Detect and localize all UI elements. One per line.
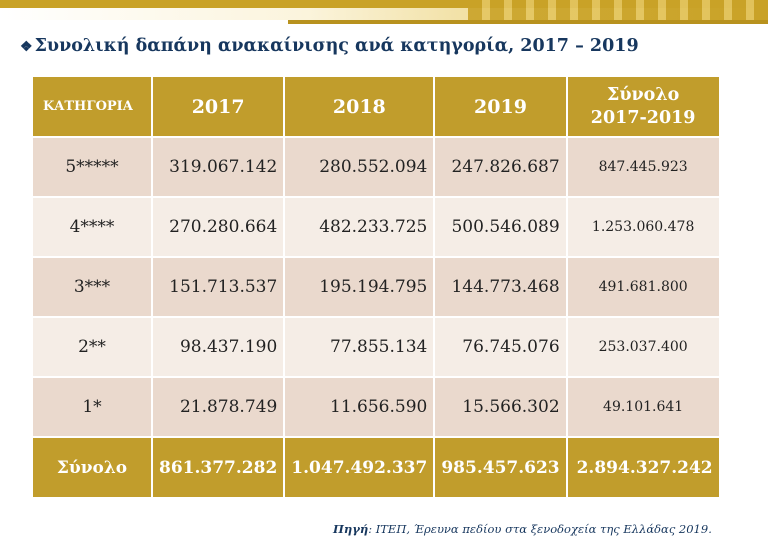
header-total-line1: Σύνολο bbox=[607, 84, 680, 105]
source-label: Πηγή bbox=[333, 522, 369, 536]
table-header-row: ΚΑΤΗΓΟΡΙΑ 2017 2018 2019 Σύνολο 2017-201… bbox=[31, 75, 721, 138]
cell-category: 5***** bbox=[31, 136, 153, 198]
cell-2018: 77.855.134 bbox=[283, 316, 436, 378]
cell-2019: 144.773.468 bbox=[433, 256, 568, 318]
total-2018: 1.047.492.337 bbox=[283, 436, 436, 499]
header-category: ΚΑΤΗΓΟΡΙΑ bbox=[31, 75, 153, 138]
cell-2017: 270.280.664 bbox=[150, 196, 286, 258]
table-row: 4**** 270.280.664 482.233.725 500.546.08… bbox=[31, 196, 721, 258]
header-2019: 2019 bbox=[433, 75, 568, 138]
header-2017: 2017 bbox=[150, 75, 286, 138]
cell-2019: 247.826.687 bbox=[433, 136, 568, 198]
cell-2017: 98.437.190 bbox=[150, 316, 286, 378]
slide-title: ❖ Συνολική δαπάνη ανακαίνισης ανά κατηγορ… bbox=[20, 36, 639, 56]
table-total-row: Σύνολο 861.377.282 1.047.492.337 985.457… bbox=[31, 436, 721, 499]
cell-2018: 482.233.725 bbox=[283, 196, 436, 258]
header-total: Σύνολο 2017-2019 bbox=[565, 75, 721, 138]
cell-2017: 151.713.537 bbox=[150, 256, 286, 318]
cell-2019: 76.745.076 bbox=[433, 316, 568, 378]
cell-2019: 15.566.302 bbox=[433, 376, 568, 438]
cell-total: 253.037.400 bbox=[565, 316, 721, 378]
table-row: 5***** 319.067.142 280.552.094 247.826.6… bbox=[31, 136, 721, 198]
renovation-cost-table: ΚΑΤΗΓΟΡΙΑ 2017 2018 2019 Σύνολο 2017-201… bbox=[31, 75, 721, 499]
cell-category: 1* bbox=[31, 376, 153, 438]
table-row: 1* 21.878.749 11.656.590 15.566.302 49.1… bbox=[31, 376, 721, 438]
table-row: 3*** 151.713.537 195.194.795 144.773.468… bbox=[31, 256, 721, 318]
table-row: 2** 98.437.190 77.855.134 76.745.076 253… bbox=[31, 316, 721, 378]
deco-line bbox=[288, 20, 768, 24]
cell-2018: 195.194.795 bbox=[283, 256, 436, 318]
source-text: : ΙΤΕΠ, Έρευνα πεδίου στα ξενοδοχεία της… bbox=[368, 522, 712, 536]
header-2018: 2018 bbox=[283, 75, 436, 138]
cell-category: 3*** bbox=[31, 256, 153, 318]
cell-category: 4**** bbox=[31, 196, 153, 258]
source-note: Πηγή: ΙΤΕΠ, Έρευνα πεδίου στα ξενοδοχεία… bbox=[333, 522, 712, 536]
cell-total: 1.253.060.478 bbox=[565, 196, 721, 258]
slide-title-text: Συνολική δαπάνη ανακαίνισης ανά κατηγορί… bbox=[34, 36, 639, 56]
header-total-line2: 2017-2019 bbox=[590, 107, 696, 128]
cell-total: 49.101.641 bbox=[565, 376, 721, 438]
cell-total: 491.681.800 bbox=[565, 256, 721, 318]
deco-stripe bbox=[0, 0, 768, 8]
total-2017: 861.377.282 bbox=[150, 436, 286, 499]
total-label: Σύνολο bbox=[31, 436, 153, 499]
cell-2018: 280.552.094 bbox=[283, 136, 436, 198]
cell-total: 847.445.923 bbox=[565, 136, 721, 198]
cell-2017: 319.067.142 bbox=[150, 136, 286, 198]
decorative-top-band bbox=[0, 0, 768, 30]
cell-2019: 500.546.089 bbox=[433, 196, 568, 258]
cell-2018: 11.656.590 bbox=[283, 376, 436, 438]
diamond-bullet-icon: ❖ bbox=[20, 39, 33, 55]
total-2019: 985.457.623 bbox=[433, 436, 568, 499]
cell-category: 2** bbox=[31, 316, 153, 378]
total-overall: 2.894.327.242 bbox=[565, 436, 721, 499]
cell-2017: 21.878.749 bbox=[150, 376, 286, 438]
